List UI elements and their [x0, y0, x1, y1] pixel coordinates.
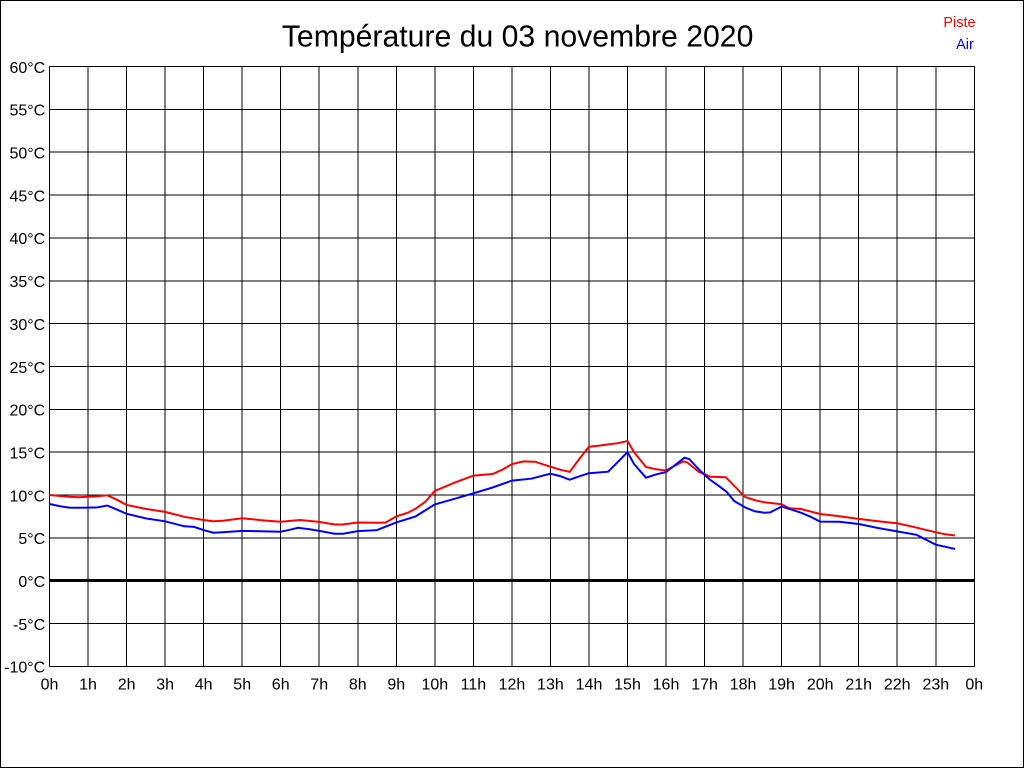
svg-text:13h: 13h	[537, 676, 564, 693]
svg-text:11h: 11h	[461, 676, 487, 693]
svg-text:19h: 19h	[768, 676, 795, 693]
svg-text:0°C: 0°C	[18, 574, 45, 591]
svg-text:60°C: 60°C	[9, 60, 45, 77]
svg-text:-10°C: -10°C	[4, 660, 45, 677]
svg-text:20h: 20h	[807, 676, 834, 693]
svg-text:1h: 1h	[79, 676, 97, 693]
svg-text:10°C: 10°C	[9, 488, 45, 505]
svg-text:10h: 10h	[421, 676, 448, 693]
svg-text:0h: 0h	[41, 676, 59, 693]
svg-text:23h: 23h	[922, 676, 949, 693]
svg-text:0h: 0h	[965, 676, 983, 693]
svg-text:3h: 3h	[156, 676, 174, 693]
svg-text:8h: 8h	[349, 676, 367, 693]
svg-text:21h: 21h	[845, 676, 872, 693]
svg-text:6h: 6h	[272, 676, 290, 693]
svg-text:7h: 7h	[310, 676, 328, 693]
svg-text:Température du 03 novembre 202: Température du 03 novembre 2020	[282, 20, 754, 53]
svg-text:15°C: 15°C	[9, 446, 45, 463]
svg-text:12h: 12h	[499, 676, 526, 693]
svg-text:30°C: 30°C	[9, 317, 45, 334]
svg-text:45°C: 45°C	[9, 188, 45, 205]
svg-text:50°C: 50°C	[9, 146, 45, 163]
svg-text:22h: 22h	[884, 676, 911, 693]
svg-text:-5°C: -5°C	[13, 617, 45, 634]
svg-text:9h: 9h	[387, 676, 405, 693]
svg-text:Piste: Piste	[943, 15, 975, 31]
svg-text:55°C: 55°C	[9, 103, 45, 120]
svg-text:25°C: 25°C	[9, 360, 45, 377]
svg-text:5°C: 5°C	[18, 531, 45, 548]
svg-text:15h: 15h	[614, 676, 641, 693]
svg-text:Air: Air	[956, 37, 974, 53]
svg-text:35°C: 35°C	[9, 274, 45, 291]
svg-text:14h: 14h	[576, 676, 603, 693]
svg-text:20°C: 20°C	[9, 403, 45, 420]
svg-text:18h: 18h	[730, 676, 757, 693]
svg-text:5h: 5h	[233, 676, 251, 693]
svg-text:40°C: 40°C	[9, 231, 45, 248]
svg-text:17h: 17h	[691, 676, 718, 693]
svg-text:4h: 4h	[195, 676, 213, 693]
svg-text:2h: 2h	[118, 676, 136, 693]
svg-text:16h: 16h	[653, 676, 680, 693]
